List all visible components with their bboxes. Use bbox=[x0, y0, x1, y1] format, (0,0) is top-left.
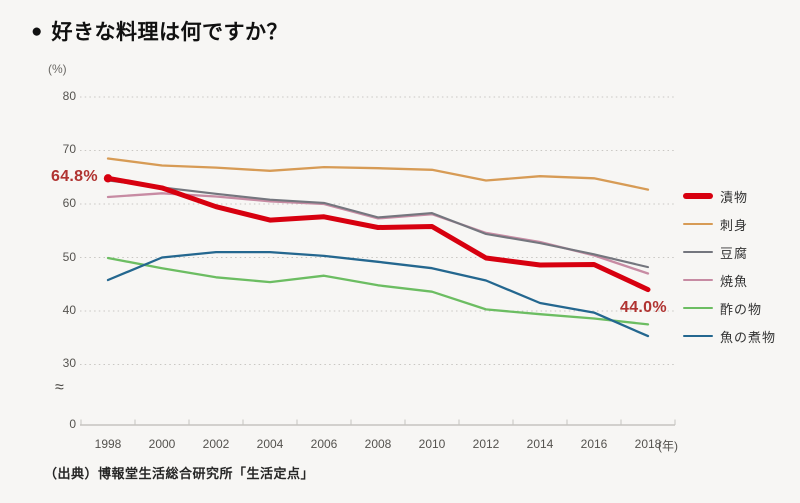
title-text: 好きな料理は何ですか？ bbox=[51, 21, 288, 44]
legend-label-sashimi: 刺身 bbox=[720, 217, 749, 233]
x-tick-2018: 2018 bbox=[634, 437, 662, 451]
y-tick-60: 60 bbox=[62, 196, 76, 210]
x-tick-2012: 2012 bbox=[472, 437, 500, 451]
x-tick-2006: 2006 bbox=[310, 437, 338, 451]
x-axis-unit: (年) bbox=[658, 439, 678, 453]
source-note: （出典）博報堂生活総合研究所「生活定点」 bbox=[44, 466, 315, 481]
legend-swatch-sunomono bbox=[683, 306, 713, 310]
legend: 漬物 刺身 豆腐 焼魚 酢の物 魚の煮物 bbox=[683, 189, 777, 345]
y-tick-70: 70 bbox=[62, 142, 76, 156]
legend-label-tofu: 豆腐 bbox=[720, 245, 749, 261]
legend-swatch-sakana-no-nimono bbox=[683, 334, 713, 338]
legend-item-tsukemono: 漬物 bbox=[683, 189, 776, 205]
x-tick-2008: 2008 bbox=[364, 437, 392, 451]
legend-label-tsukemono: 漬物 bbox=[720, 189, 749, 205]
x-tick-2000: 2000 bbox=[148, 437, 176, 451]
legend-item-sakana-no-nimono: 魚の煮物 bbox=[683, 329, 777, 345]
x-tick-2004: 2004 bbox=[256, 437, 284, 451]
legend-label-sakana-no-nimono: 魚の煮物 bbox=[720, 329, 777, 345]
series-line-sakana-no-nimono bbox=[106, 250, 650, 338]
page-title: ● 好きな料理は何ですか？ bbox=[31, 16, 288, 46]
series-line-tsukemono bbox=[105, 175, 651, 293]
annotation-end-value: 44.0% bbox=[620, 299, 667, 316]
legend-item-sunomono: 酢の物 bbox=[683, 301, 776, 317]
series-line-sunomono bbox=[106, 256, 650, 326]
title-bullet-icon: ● bbox=[31, 20, 43, 42]
x-tick-2016: 2016 bbox=[580, 437, 608, 451]
axis-break-icon: ≈ bbox=[55, 379, 64, 396]
legend-swatch-tofu bbox=[683, 250, 713, 254]
legend-label-sunomono: 酢の物 bbox=[720, 301, 763, 317]
series-line-sashimi bbox=[106, 157, 650, 191]
y-tick-0: 0 bbox=[69, 417, 76, 431]
y-tick-80: 80 bbox=[62, 89, 76, 103]
series-line-tofu bbox=[106, 179, 650, 269]
annotation-start-value: 64.8% bbox=[51, 168, 98, 185]
legend-item-sashimi: 刺身 bbox=[683, 217, 776, 233]
y-axis-unit: (%) bbox=[48, 62, 67, 76]
legend-swatch-tsukemono bbox=[683, 193, 713, 199]
series-start-dot-tsukemono bbox=[103, 174, 113, 183]
x-tick-2002: 2002 bbox=[202, 437, 230, 451]
legend-item-tofu: 豆腐 bbox=[683, 245, 776, 261]
y-tick-30: 30 bbox=[62, 356, 76, 370]
y-tick-50: 50 bbox=[62, 250, 76, 264]
y-tick-40: 40 bbox=[62, 303, 76, 317]
legend-label-yakizakana: 焼魚 bbox=[720, 273, 749, 289]
x-tick-1998: 1998 bbox=[94, 437, 122, 451]
legend-swatch-yakizakana bbox=[683, 278, 713, 282]
x-tick-2014: 2014 bbox=[526, 437, 554, 451]
series-line-yakizakana bbox=[106, 192, 650, 275]
x-tick-2010: 2010 bbox=[418, 437, 446, 451]
legend-swatch-sashimi bbox=[683, 222, 713, 226]
legend-item-yakizakana: 焼魚 bbox=[683, 273, 776, 289]
